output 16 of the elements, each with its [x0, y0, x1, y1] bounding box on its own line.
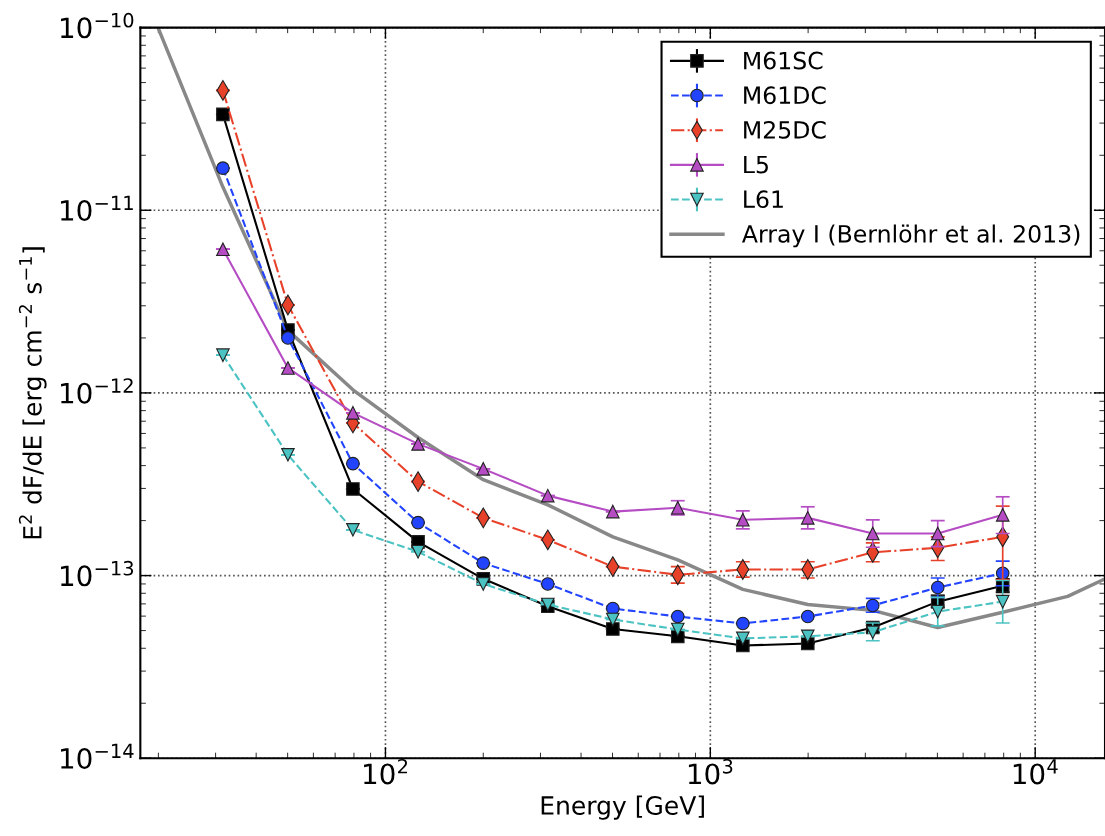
y-tick-label: 10$^{−12}$	[61, 378, 133, 404]
legend-label: L61	[744, 190, 783, 209]
x-tick-label: 10$^{4}$	[1013, 759, 1058, 785]
y-tick-label: 10$^{−14}$	[61, 743, 134, 770]
y-tick-label: 10$^{−13}$	[61, 560, 134, 587]
legend-label: Array I (Bernlöhr et al. 2013)	[742, 224, 1080, 248]
legend-label: M25DC	[744, 120, 826, 139]
legend-label: L5	[744, 155, 768, 174]
legend-label: M61SC	[744, 51, 823, 70]
y-tick-label: 10$^{−11}$	[61, 195, 133, 222]
legend-label: M61DC	[744, 86, 826, 105]
y-axis-title: E$^{2}$ dF/dE [erg cm$^{−2}$ s$^{−1}$]	[18, 247, 47, 539]
y-tick-label: 10$^{−10}$	[61, 12, 134, 39]
x-tick-label: 10$^{2}$	[364, 758, 408, 785]
x-tick-label: 10$^{3}$	[688, 758, 733, 785]
x-axis-title: Energy [GeV]	[541, 795, 704, 820]
